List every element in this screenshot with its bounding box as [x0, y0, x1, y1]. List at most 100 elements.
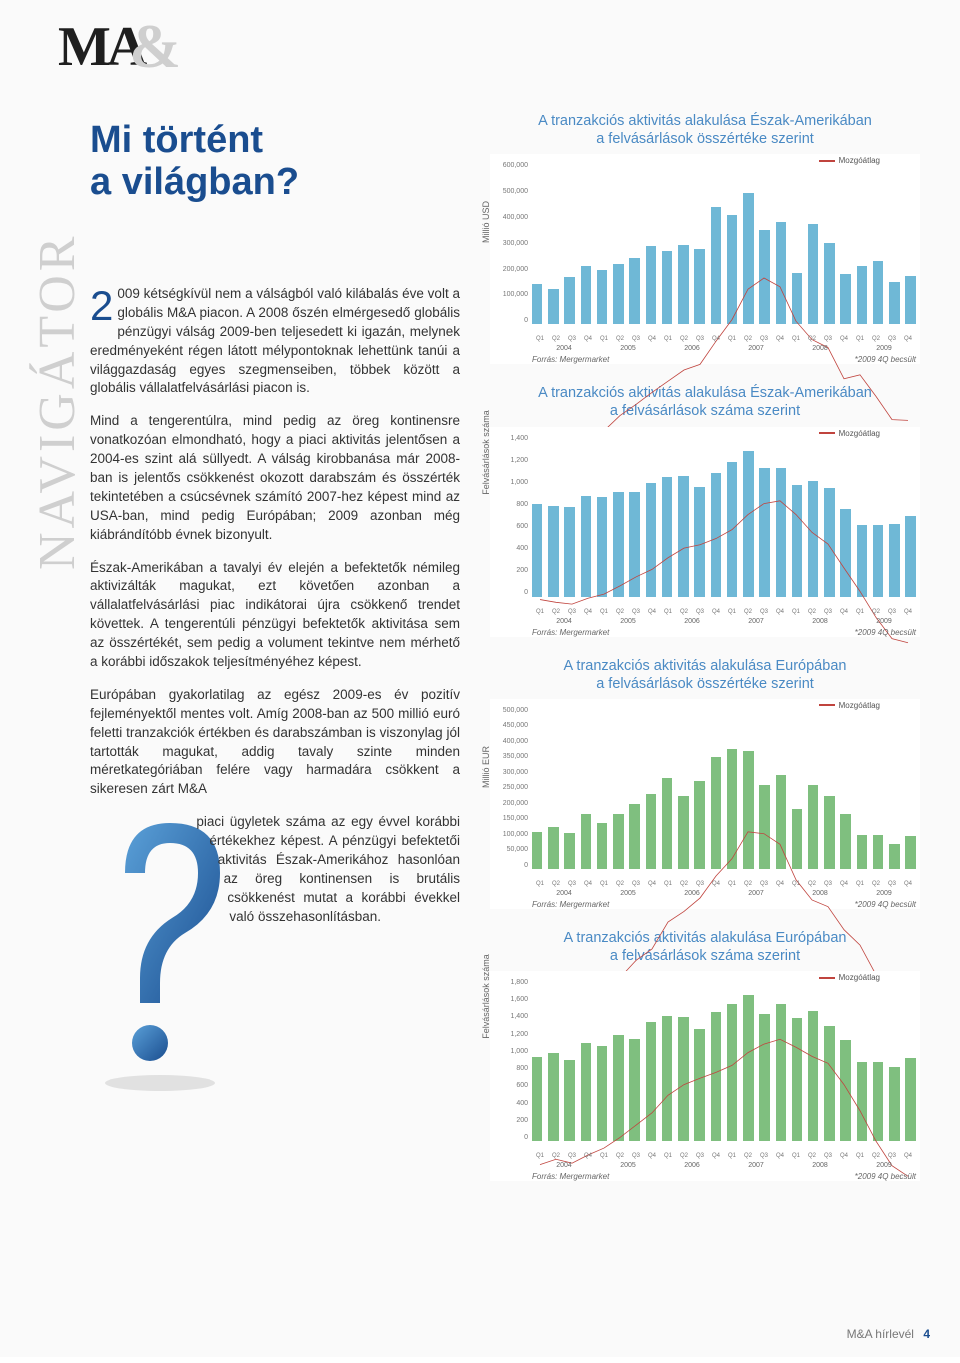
chart-block-2: A tranzakciós aktivitás alakulása Európá… — [490, 657, 920, 909]
x-axis-quarters: Q1Q2Q3Q4Q1Q2Q3Q4Q1Q2Q3Q4Q1Q2Q3Q4Q1Q2Q3Q4… — [532, 881, 916, 887]
x-tick-year: 2004 — [532, 890, 596, 897]
bar — [678, 796, 688, 869]
y-tick-label: 300,000 — [490, 769, 528, 776]
bar — [857, 266, 867, 324]
x-tick-quarter: Q3 — [756, 881, 772, 887]
x-tick-year: 2008 — [788, 1162, 852, 1169]
x-tick-quarter: Q1 — [660, 336, 676, 342]
charts-column: A tranzakciós aktivitás alakulása Észak-… — [490, 112, 920, 1201]
y-tick-label: 200 — [490, 567, 528, 574]
chart-title-line2: a felvásárlások összértéke szerint — [490, 675, 920, 693]
bar — [889, 1067, 899, 1141]
page-footer: M&A hírlevél 4 — [847, 1327, 930, 1341]
bar — [581, 496, 591, 597]
y-tick-label: 150,000 — [490, 815, 528, 822]
bar — [808, 481, 818, 597]
x-tick-quarter: Q1 — [788, 609, 804, 615]
bar — [905, 1058, 915, 1141]
x-tick-quarter: Q4 — [900, 609, 916, 615]
paragraph-4a: Európában gyakorlatilag az egész 2009-es… — [90, 686, 460, 799]
x-tick-quarter: Q1 — [596, 336, 612, 342]
bar — [532, 284, 542, 325]
plot-area — [532, 162, 916, 324]
bar — [613, 492, 623, 596]
x-tick-quarter: Q2 — [676, 609, 692, 615]
chart-title: A tranzakciós aktivitás alakulása Észak-… — [490, 384, 920, 420]
bar — [662, 251, 672, 324]
plot-area — [532, 979, 916, 1141]
bars — [532, 979, 916, 1141]
bar — [727, 1004, 737, 1141]
bar — [857, 835, 867, 869]
x-tick-quarter: Q1 — [788, 1153, 804, 1159]
bar — [613, 1035, 623, 1141]
x-tick-quarter: Q1 — [596, 609, 612, 615]
y-tick-label: 250,000 — [490, 784, 528, 791]
x-tick-quarter: Q2 — [612, 609, 628, 615]
bar — [613, 814, 623, 869]
y-tick-label: 0 — [490, 862, 528, 869]
chart-area: Millió EUR050,000100,000150,000200,00025… — [490, 699, 920, 909]
x-tick-quarter: Q4 — [900, 1153, 916, 1159]
paragraph-4b-wrap: piaci ügyletek száma az egy évvel korább… — [90, 813, 460, 1093]
x-tick-quarter: Q3 — [628, 609, 644, 615]
y-tick-label: 100,000 — [490, 831, 528, 838]
bar — [727, 215, 737, 324]
chart-estimate-note: *2009 4Q becsült — [855, 900, 916, 909]
x-tick-quarter: Q1 — [724, 336, 740, 342]
x-tick-quarter: Q2 — [676, 881, 692, 887]
x-tick-quarter: Q1 — [532, 881, 548, 887]
bar — [548, 506, 558, 596]
bar — [711, 757, 721, 869]
x-tick-quarter: Q4 — [772, 336, 788, 342]
bar — [597, 270, 607, 324]
x-tick-year: 2006 — [660, 345, 724, 352]
bar — [792, 273, 802, 324]
x-tick-quarter: Q4 — [708, 609, 724, 615]
p1-text: 009 kétségkívül nem a válságból való kil… — [90, 286, 460, 395]
x-tick-year: 2005 — [596, 618, 660, 625]
bars — [532, 162, 916, 324]
bar — [840, 274, 850, 324]
x-tick-quarter: Q2 — [740, 881, 756, 887]
x-tick-quarter: Q4 — [836, 1153, 852, 1159]
x-tick-quarter: Q4 — [644, 609, 660, 615]
y-tick-label: 600,000 — [490, 162, 528, 169]
y-ticks: 0100,000200,000300,000400,000500,000600,… — [490, 162, 528, 324]
y-tick-label: 1,000 — [490, 479, 528, 486]
x-tick-quarter: Q2 — [548, 336, 564, 342]
bar — [581, 814, 591, 869]
x-tick-quarter: Q2 — [548, 609, 564, 615]
x-tick-quarter: Q1 — [852, 336, 868, 342]
x-tick-quarter: Q4 — [580, 336, 596, 342]
x-tick-quarter: Q1 — [532, 1153, 548, 1159]
y-tick-label: 400 — [490, 545, 528, 552]
x-tick-quarter: Q4 — [708, 881, 724, 887]
chart-footer: Forrás: Mergermarket*2009 4Q becsült — [532, 1172, 916, 1181]
x-tick-quarter: Q3 — [756, 609, 772, 615]
x-tick-quarter: Q4 — [772, 1153, 788, 1159]
x-tick-quarter: Q3 — [628, 881, 644, 887]
x-axis-quarters: Q1Q2Q3Q4Q1Q2Q3Q4Q1Q2Q3Q4Q1Q2Q3Q4Q1Q2Q3Q4… — [532, 1153, 916, 1159]
bar — [840, 509, 850, 597]
x-axis-quarters: Q1Q2Q3Q4Q1Q2Q3Q4Q1Q2Q3Q4Q1Q2Q3Q4Q1Q2Q3Q4… — [532, 336, 916, 342]
x-tick-year: 2008 — [788, 890, 852, 897]
bar — [808, 1011, 818, 1142]
x-tick-quarter: Q3 — [884, 1153, 900, 1159]
bar — [776, 775, 786, 869]
x-tick-quarter: Q3 — [820, 336, 836, 342]
plot-area — [532, 707, 916, 869]
y-tick-label: 0 — [490, 317, 528, 324]
page-title: Mi történt a világban? — [90, 120, 299, 204]
bar — [889, 844, 899, 868]
y-tick-label: 1,400 — [490, 1013, 528, 1020]
x-tick-quarter: Q3 — [564, 1153, 580, 1159]
x-tick-quarter: Q4 — [580, 609, 596, 615]
bar — [792, 485, 802, 596]
x-tick-quarter: Q3 — [820, 609, 836, 615]
bar — [629, 492, 639, 596]
bar — [776, 1004, 786, 1141]
x-tick-year: 2007 — [724, 618, 788, 625]
x-tick-year: 2007 — [724, 890, 788, 897]
chart-estimate-note: *2009 4Q becsült — [855, 1172, 916, 1181]
